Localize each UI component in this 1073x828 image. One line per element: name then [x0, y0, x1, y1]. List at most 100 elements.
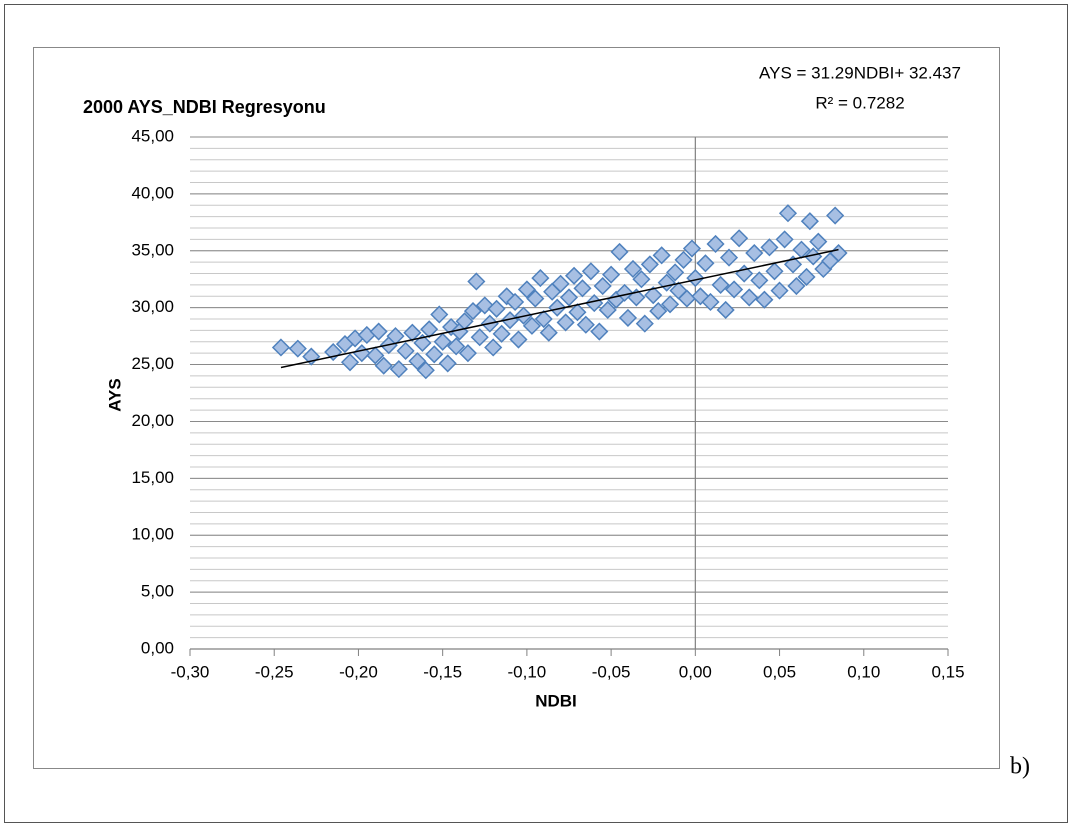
point [573, 279, 592, 298]
y-axis-label: AYS [105, 378, 124, 411]
point [463, 302, 483, 321]
equation: AYS = 31.29NDBI+ 32.437 [759, 63, 961, 82]
x-tick-label: -0,05 [592, 662, 631, 681]
point [652, 246, 671, 265]
point [615, 283, 634, 302]
point [598, 300, 617, 320]
point [635, 314, 654, 333]
point [610, 242, 629, 261]
point [800, 212, 819, 231]
x-tick-label: 0,00 [679, 662, 712, 681]
point [438, 354, 457, 373]
point [778, 204, 798, 223]
point [551, 274, 570, 293]
point [640, 255, 659, 274]
trendline [280, 248, 839, 369]
point [416, 361, 435, 380]
chart-title: 2000 AYS_NDBI Regresyonu [83, 97, 326, 117]
x-tick-label: -0,10 [508, 662, 547, 681]
point [711, 275, 730, 294]
point [750, 271, 769, 290]
point [517, 280, 536, 299]
point [408, 352, 427, 371]
point [288, 339, 307, 358]
point [740, 288, 759, 307]
point [760, 238, 779, 257]
point [492, 324, 511, 343]
y-tick-label: 0,00 [141, 638, 174, 657]
chart-frame [33, 47, 1000, 769]
point [526, 289, 545, 308]
point [755, 290, 774, 309]
point [403, 323, 422, 342]
point [661, 295, 680, 314]
x-tick-label: 0,05 [763, 662, 796, 681]
point [765, 262, 784, 281]
point [433, 332, 452, 351]
y-tick-label: 40,00 [131, 183, 174, 202]
y-tick-label: 5,00 [141, 582, 174, 601]
point [534, 309, 553, 329]
y-tick-label: 10,00 [131, 525, 174, 544]
point [564, 266, 584, 285]
point [506, 292, 525, 312]
point [725, 280, 744, 299]
x-tick-label: -0,30 [171, 662, 210, 681]
point [374, 356, 393, 375]
point [674, 250, 693, 269]
point [386, 327, 405, 346]
point [475, 296, 494, 315]
point [623, 259, 643, 279]
x-tick-label: -0,20 [339, 662, 378, 681]
point [691, 287, 710, 306]
point [470, 328, 489, 347]
point [442, 317, 461, 337]
point [467, 272, 486, 291]
point [576, 315, 595, 334]
point [787, 276, 806, 296]
point [497, 287, 516, 306]
point [706, 234, 725, 254]
point [775, 230, 794, 249]
x-tick-label: 0,15 [931, 662, 964, 681]
point [568, 303, 587, 322]
r-squared: R² = 0.7282 [815, 93, 904, 112]
point [556, 313, 575, 332]
point [730, 229, 749, 248]
point [745, 243, 764, 263]
point [539, 323, 558, 342]
point [797, 267, 816, 287]
point [716, 300, 735, 320]
point [719, 248, 739, 267]
y-tick-label: 45,00 [131, 126, 174, 145]
point [590, 322, 609, 341]
outer-frame [4, 4, 1068, 823]
x-tick-label: 0,10 [847, 662, 880, 681]
point [809, 232, 828, 251]
point [682, 239, 702, 258]
point [531, 269, 550, 288]
y-tick-label: 25,00 [131, 354, 174, 373]
point [701, 292, 720, 312]
point [366, 346, 385, 365]
point [340, 353, 360, 372]
point [826, 206, 845, 225]
y-tick-label: 15,00 [131, 468, 174, 487]
point [657, 273, 676, 292]
point [522, 316, 542, 335]
point [602, 265, 621, 284]
x-axis-label: NDBI [535, 691, 577, 710]
point [548, 298, 567, 317]
point [686, 269, 705, 288]
point [632, 270, 651, 289]
point [447, 337, 466, 356]
point [420, 320, 439, 339]
point [696, 254, 715, 273]
point [324, 342, 343, 362]
point [666, 263, 685, 282]
x-tick-label: -0,15 [423, 662, 462, 681]
point [487, 299, 506, 318]
point [271, 338, 291, 357]
point [559, 288, 579, 307]
